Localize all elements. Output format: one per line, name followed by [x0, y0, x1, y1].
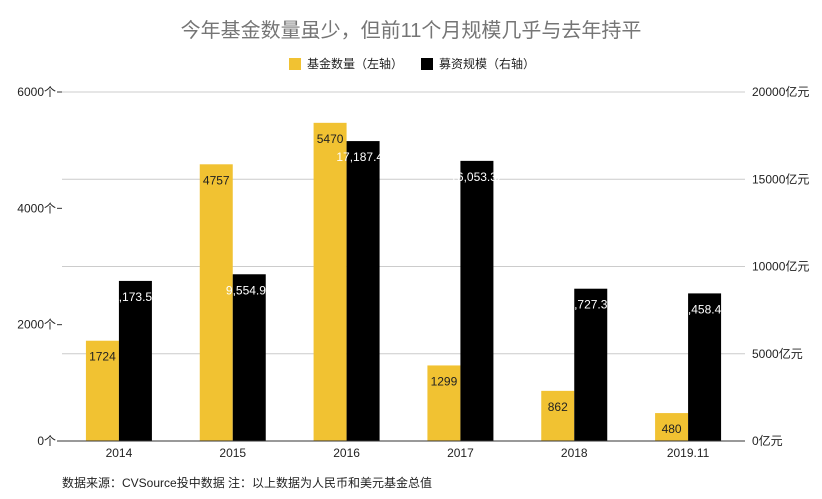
left-axis: 0个 2000个 4000个 6000个 [17, 85, 62, 448]
data-label-fund-scale: 16,053.32 [450, 170, 504, 184]
legend-label-scale: 募资规模（右轴） [439, 56, 535, 71]
bar-fund-count [199, 164, 233, 442]
left-tick-label: 0个 [37, 434, 56, 448]
data-label-fund-scale: 8,458.41 [681, 302, 728, 316]
legend-label-count: 基金数量（左轴） [307, 56, 403, 71]
right-axis: 0亿元 5000亿元 10000亿元 15000亿元 20000亿元 [752, 84, 809, 448]
left-tick-label: 2000个 [17, 318, 56, 332]
bar-fund-scale [346, 141, 380, 441]
right-tick-label: 0亿元 [752, 433, 783, 448]
left-tick-label: 6000个 [17, 85, 56, 99]
legend-swatch-scale [421, 58, 433, 70]
data-label-fund-scale: 17,187.47 [336, 150, 390, 164]
x-axis: 2014 2015 2016 2017 2018 2019.11 [62, 440, 745, 460]
left-tick-label: 4000个 [17, 201, 56, 215]
data-label-fund-count: 1724 [89, 350, 116, 364]
right-tick-label: 15000亿元 [752, 171, 809, 186]
gridlines [62, 91, 745, 355]
bar-fund-scale [232, 274, 266, 441]
data-label-fund-scale: 9,173.50 [112, 290, 159, 304]
x-tick-label: 2017 [447, 446, 474, 460]
bar-fund-count [655, 413, 689, 441]
bar-fund-count [313, 122, 347, 441]
bar-fund-count [427, 365, 461, 441]
bar-fund-scale [118, 280, 152, 441]
bar-fund-scale [460, 160, 494, 441]
x-tick-label: 2014 [106, 446, 133, 460]
legend: 基金数量（左轴） 募资规模（右轴） [289, 56, 535, 71]
legend-swatch-count [289, 58, 301, 70]
bar-fund-scale [688, 293, 722, 441]
bars [85, 122, 722, 442]
right-tick-label: 10000亿元 [752, 259, 809, 274]
x-tick-label: 2019.11 [667, 446, 710, 460]
bar-fund-count [85, 340, 119, 441]
data-label-fund-count: 4757 [203, 173, 230, 187]
bar-fund-count [541, 390, 575, 441]
data-label-fund-count: 480 [662, 422, 682, 436]
bar-labels: 1724 9,173.50 4757 9,554.91 5470 17,187.47 129… [89, 132, 728, 436]
bar-fund-scale [574, 288, 608, 441]
data-label-fund-count: 1299 [431, 374, 458, 388]
data-label-fund-scale: 8,727.38 [567, 298, 614, 312]
x-tick-label: 2015 [219, 446, 246, 460]
x-tick-label: 2018 [561, 446, 588, 460]
right-tick-label: 5000亿元 [752, 346, 803, 361]
source-note: 数据来源：CVSource投中数据 注：以上数据为人民币和美元基金总值 [62, 475, 432, 490]
chart-title: 今年基金数量虽少，但前11个月规模几乎与去年持平 [181, 19, 642, 42]
data-label-fund-count: 862 [548, 400, 568, 414]
x-tick-label: 2016 [333, 446, 360, 460]
data-label-fund-count: 5470 [317, 132, 344, 146]
right-tick-label: 20000亿元 [752, 84, 809, 99]
data-label-fund-scale: 9,554.91 [226, 283, 273, 297]
